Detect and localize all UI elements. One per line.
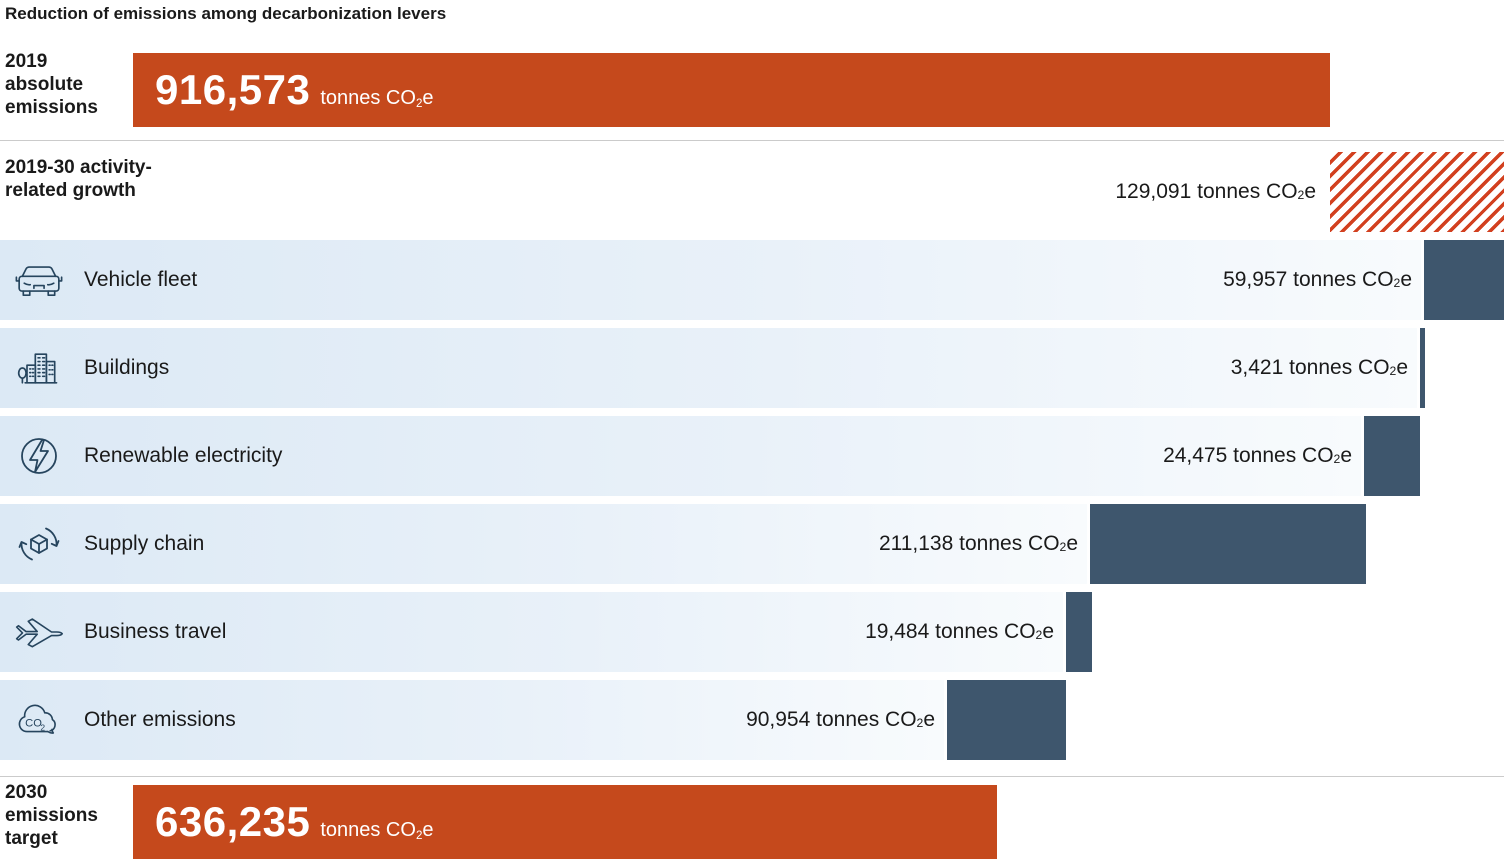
row-background — [0, 328, 1417, 408]
lever-row-supply-chain: Supply chain 211,138 tonnes CO2e — [0, 504, 1504, 584]
lever-row-business-travel: Business travel 19,484 tonnes CO2e — [0, 592, 1504, 672]
waterfall-chart: Reduction of emissions among decarboniza… — [0, 0, 1504, 863]
lever-label: Buildings — [84, 328, 169, 408]
lever-value: 59,957 tonnes CO2e — [1223, 240, 1412, 320]
supply-chain-icon — [14, 504, 64, 584]
lever-bar — [1364, 416, 1420, 496]
lever-row-other-emissions: CO 2 Other emissions 90,954 tonnes CO2e — [0, 680, 1504, 760]
buildings-icon — [14, 328, 64, 408]
bar-2019-value: 916,573tonnes CO2e — [155, 66, 434, 114]
bar-2030-emissions-target: 636,235tonnes CO2e — [133, 785, 997, 859]
lever-value: 24,475 tonnes CO2e — [1163, 416, 1352, 496]
lever-label: Other emissions — [84, 680, 236, 760]
label-growth: 2019-30 activity-related growth — [5, 156, 175, 202]
airplane-icon — [14, 592, 64, 672]
growth-value: 129,091 tonnes CO2e — [1115, 152, 1316, 232]
lever-row-vehicle-fleet: Vehicle fleet 59,957 tonnes CO2e — [0, 240, 1504, 320]
lever-bar — [1066, 592, 1092, 672]
lever-value: 3,421 tonnes CO2e — [1231, 328, 1408, 408]
lever-bar — [1090, 504, 1366, 584]
divider-top — [0, 140, 1504, 141]
lever-bar — [947, 680, 1066, 760]
lever-value: 90,954 tonnes CO2e — [746, 680, 935, 760]
lever-label: Renewable electricity — [84, 416, 282, 496]
lever-value: 211,138 tonnes CO2e — [879, 504, 1078, 584]
label-2030-target: 2030 emissions target — [5, 781, 130, 850]
row-background — [0, 240, 1421, 320]
bar-2019-absolute-emissions: 916,573tonnes CO2e — [133, 53, 1330, 127]
bar-growth-hatched — [1330, 152, 1504, 232]
lever-label: Vehicle fleet — [84, 240, 197, 320]
chart-title: Reduction of emissions among decarboniza… — [5, 4, 446, 24]
divider-bottom — [0, 776, 1504, 777]
lever-bar — [1420, 328, 1425, 408]
lever-bar — [1424, 240, 1504, 320]
lever-row-renewable-electricity: Renewable electricity 24,475 tonnes CO2e — [0, 416, 1504, 496]
label-2019-absolute: 2019 absolute emissions — [5, 50, 130, 119]
co2-cloud-icon: CO 2 — [14, 680, 64, 760]
lever-row-buildings: Buildings 3,421 tonnes CO2e — [0, 328, 1504, 408]
lightning-icon — [14, 416, 64, 496]
lever-label: Supply chain — [84, 504, 204, 584]
car-icon — [14, 240, 64, 320]
lever-label: Business travel — [84, 592, 226, 672]
svg-text:2: 2 — [40, 723, 45, 733]
lever-value: 19,484 tonnes CO2e — [865, 592, 1054, 672]
bar-2030-value: 636,235tonnes CO2e — [155, 798, 434, 846]
